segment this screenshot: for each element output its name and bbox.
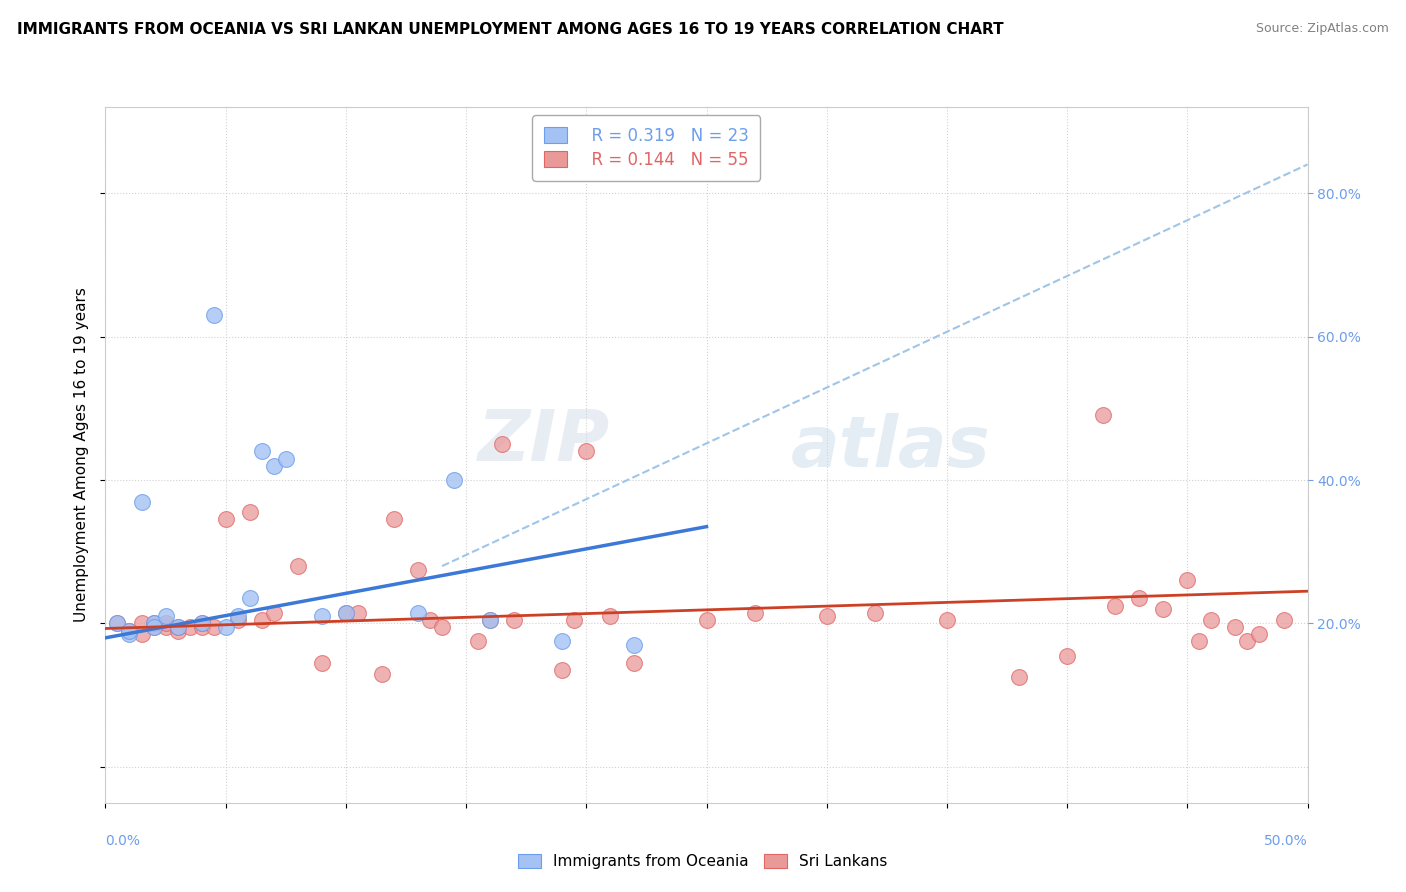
Point <box>430 620 453 634</box>
Point <box>155 616 177 631</box>
Point <box>551 634 574 648</box>
Point <box>1272 613 1295 627</box>
Point <box>166 624 188 638</box>
Point <box>1056 648 1078 663</box>
Point <box>1128 591 1150 606</box>
Point <box>1188 634 1211 648</box>
Point <box>1104 599 1126 613</box>
Text: 0.0%: 0.0% <box>105 834 141 848</box>
Point <box>1152 602 1174 616</box>
Point <box>118 627 141 641</box>
Point <box>1236 634 1258 648</box>
Point <box>166 620 188 634</box>
Point <box>142 620 165 634</box>
Point <box>190 616 212 631</box>
Text: IMMIGRANTS FROM OCEANIA VS SRI LANKAN UNEMPLOYMENT AMONG AGES 16 TO 19 YEARS COR: IMMIGRANTS FROM OCEANIA VS SRI LANKAN UN… <box>17 22 1004 37</box>
Text: Source: ZipAtlas.com: Source: ZipAtlas.com <box>1256 22 1389 36</box>
Point <box>118 624 141 638</box>
Point <box>190 620 212 634</box>
Point <box>1008 670 1031 684</box>
Point <box>142 616 165 631</box>
Point <box>406 563 429 577</box>
Point <box>744 606 766 620</box>
Point <box>214 512 236 526</box>
Point <box>1201 613 1223 627</box>
Point <box>562 613 585 627</box>
Point <box>467 634 489 648</box>
Point <box>142 616 165 631</box>
Point <box>623 638 645 652</box>
Point <box>274 451 297 466</box>
Point <box>179 620 201 634</box>
Text: ZIP: ZIP <box>478 407 610 475</box>
Point <box>155 620 177 634</box>
Point <box>226 609 249 624</box>
Point <box>1249 627 1271 641</box>
Point <box>202 620 225 634</box>
Point <box>131 627 153 641</box>
Point <box>419 613 441 627</box>
Point <box>131 616 153 631</box>
Point <box>311 656 333 670</box>
Point <box>503 613 526 627</box>
Point <box>575 444 598 458</box>
Point <box>863 606 886 620</box>
Point <box>131 494 153 508</box>
Text: atlas: atlas <box>790 414 990 483</box>
Point <box>263 606 285 620</box>
Point <box>479 613 502 627</box>
Point <box>118 624 141 638</box>
Point <box>250 613 273 627</box>
Point <box>371 666 394 681</box>
Point <box>202 308 225 322</box>
Point <box>406 606 429 620</box>
Point <box>491 437 513 451</box>
Point <box>214 620 236 634</box>
Text: 50.0%: 50.0% <box>1264 834 1308 848</box>
Point <box>1225 620 1247 634</box>
Point <box>107 616 129 631</box>
Point <box>239 591 262 606</box>
Point <box>142 620 165 634</box>
Point <box>263 458 285 473</box>
Legend: Immigrants from Oceania, Sri Lankans: Immigrants from Oceania, Sri Lankans <box>512 847 894 875</box>
Point <box>335 606 357 620</box>
Point <box>166 620 188 634</box>
Y-axis label: Unemployment Among Ages 16 to 19 years: Unemployment Among Ages 16 to 19 years <box>75 287 90 623</box>
Point <box>382 512 405 526</box>
Point <box>287 559 309 574</box>
Point <box>1175 574 1198 588</box>
Point <box>1092 409 1115 423</box>
Point <box>107 616 129 631</box>
Point <box>599 609 621 624</box>
Point <box>443 473 465 487</box>
Point <box>623 656 645 670</box>
Legend:   R = 0.319   N = 23,   R = 0.144   N = 55: R = 0.319 N = 23, R = 0.144 N = 55 <box>533 115 761 180</box>
Point <box>479 613 502 627</box>
Point <box>239 505 262 519</box>
Point <box>815 609 838 624</box>
Point <box>226 613 249 627</box>
Point <box>335 606 357 620</box>
Point <box>936 613 959 627</box>
Point <box>696 613 718 627</box>
Point <box>250 444 273 458</box>
Point <box>551 663 574 677</box>
Point <box>155 609 177 624</box>
Point <box>190 616 212 631</box>
Point <box>311 609 333 624</box>
Point <box>347 606 370 620</box>
